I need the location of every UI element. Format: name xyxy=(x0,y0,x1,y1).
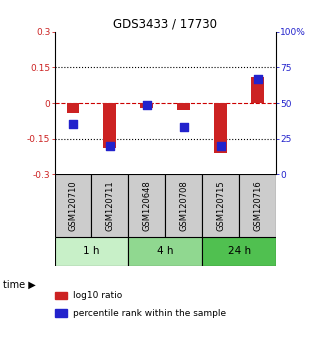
Point xyxy=(255,76,260,82)
Text: 4 h: 4 h xyxy=(157,246,174,256)
Point xyxy=(218,143,223,149)
Bar xyxy=(66,103,80,113)
Bar xyxy=(103,103,117,148)
Text: percentile rank within the sample: percentile rank within the sample xyxy=(73,309,226,318)
Bar xyxy=(202,237,276,266)
Bar xyxy=(214,103,227,153)
Bar xyxy=(251,77,264,103)
Bar xyxy=(55,237,128,266)
Bar xyxy=(177,103,190,110)
Text: time ▶: time ▶ xyxy=(3,280,36,290)
Point xyxy=(107,143,112,149)
Point xyxy=(181,125,186,130)
Text: GSM120710: GSM120710 xyxy=(68,180,78,231)
Text: 1 h: 1 h xyxy=(83,246,100,256)
Bar xyxy=(239,174,276,237)
Bar xyxy=(128,174,165,237)
Bar xyxy=(128,237,202,266)
Bar xyxy=(91,174,128,237)
Bar xyxy=(140,103,153,108)
Text: 24 h: 24 h xyxy=(228,246,251,256)
Text: GSM120711: GSM120711 xyxy=(105,180,115,231)
Point xyxy=(71,122,76,127)
Text: log10 ratio: log10 ratio xyxy=(73,291,122,300)
Text: GSM120708: GSM120708 xyxy=(179,180,188,231)
Bar xyxy=(202,174,239,237)
Text: GSM120716: GSM120716 xyxy=(253,180,262,231)
Title: GDS3433 / 17730: GDS3433 / 17730 xyxy=(113,18,217,31)
Bar xyxy=(55,174,91,237)
Text: GSM120648: GSM120648 xyxy=(142,180,152,231)
Text: GSM120715: GSM120715 xyxy=(216,180,225,231)
Point xyxy=(144,102,150,107)
Bar xyxy=(165,174,202,237)
